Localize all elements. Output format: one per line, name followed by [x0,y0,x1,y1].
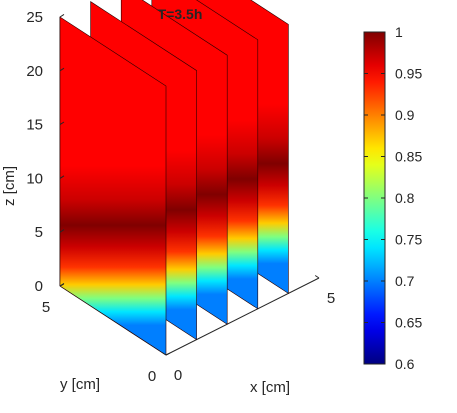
y-tick-label: 5 [42,299,50,316]
colorbar-tick-label: 0.75 [395,232,422,248]
x-tick-mark [314,275,320,279]
z-tick-label: 5 [35,224,43,241]
x-axis-label: x [cm] [250,379,290,396]
z-tick-mark [59,67,65,72]
colorbar-tick-label: 0.65 [395,315,422,331]
chart-title: T=3.5h [158,6,203,22]
z-tick-label: 0 [35,278,43,295]
x-tick-label: 0 [174,367,182,384]
colorbar-tick-label: 0.95 [395,66,422,82]
z-tick-mark [59,229,65,233]
z-tick-mark [59,13,65,18]
colorbar: 0.6 0.65 0.7 0.75 0.8 0.85 0.9 0.95 1 [363,24,422,372]
tick-labels: 0 5 10 15 20 25 0 5 0 5 [26,9,335,385]
x-tick-mark [161,352,167,356]
colorbar-tick-label: 1 [395,24,403,40]
y-tick-mark [165,352,170,356]
z-axis-label: z [cm] [1,166,18,206]
colorbar-tick-label: 0.85 [395,149,422,165]
x-axis-line [165,277,320,356]
colorbar-tick-label: 0.8 [395,190,415,206]
z-tick-mark [59,121,65,126]
x-tick-label: 5 [327,290,335,307]
y-tick-mark [59,283,64,287]
z-tick-label: 10 [26,170,43,187]
z-tick-label: 25 [26,9,43,26]
z-tick-label: 20 [26,63,43,80]
z-tick-mark [59,175,65,179]
z-tick-label: 15 [26,117,43,134]
colorbar-tick-label: 0.7 [395,273,415,289]
slice-layer [59,0,289,356]
colorbar-tick-label: 0.6 [395,356,415,372]
colorbar-tick-label: 0.9 [395,107,415,123]
y-axis-label: y [cm] [60,376,100,393]
y-tick-label: 0 [148,368,156,385]
